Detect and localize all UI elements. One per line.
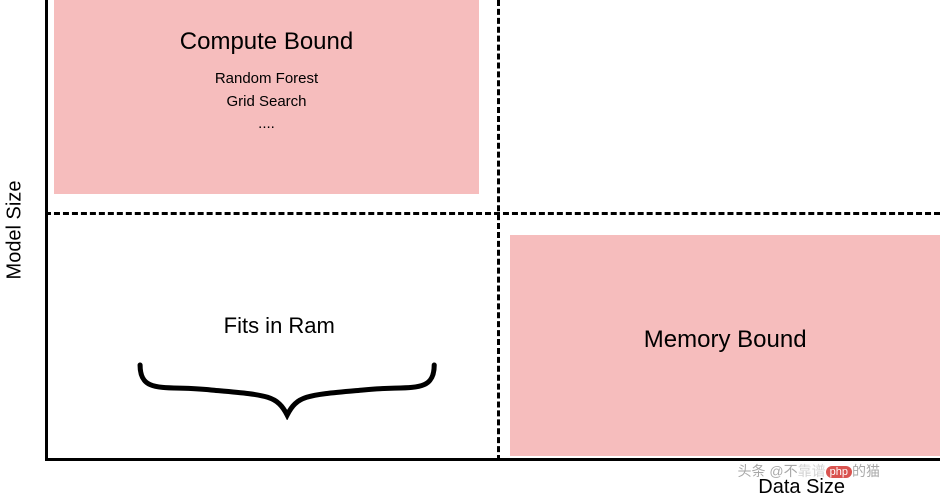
region-memory-bound: Memory Bound	[510, 235, 940, 456]
region-memory-bound-labels: Memory Bound	[553, 326, 897, 366]
region-compute-bound-labels: Compute Bound Random Forest Grid Search …	[96, 28, 436, 136]
watermark: 头条 @不靠谱php的猫	[738, 461, 880, 481]
compute-bound-sub-3: ....	[96, 113, 436, 136]
y-axis-label: Model Size	[4, 181, 27, 280]
region-compute-bound: Compute Bound Random Forest Grid Search …	[54, 0, 479, 194]
fits-in-ram-brace	[135, 360, 439, 420]
watermark-prefix: 头条 @不	[738, 463, 798, 479]
fits-in-ram-label: Fits in Ram	[179, 313, 379, 339]
watermark-middle: 靠谱	[798, 463, 826, 479]
vertical-divider	[497, 0, 500, 461]
horizontal-divider	[45, 212, 940, 215]
compute-bound-sub-1: Random Forest	[96, 68, 436, 91]
chart-area: Compute Bound Random Forest Grid Search …	[45, 0, 940, 461]
watermark-suffix: 的猫	[852, 463, 880, 479]
compute-bound-title: Compute Bound	[96, 28, 436, 56]
watermark-badge: php	[826, 466, 852, 478]
compute-bound-subtitle: Random Forest Grid Search ....	[96, 68, 436, 136]
compute-bound-sub-2: Grid Search	[96, 91, 436, 114]
y-axis	[45, 0, 48, 461]
memory-bound-title: Memory Bound	[553, 326, 897, 354]
diagram-container: Model Size Compute Bound Random Forest G…	[0, 0, 940, 501]
